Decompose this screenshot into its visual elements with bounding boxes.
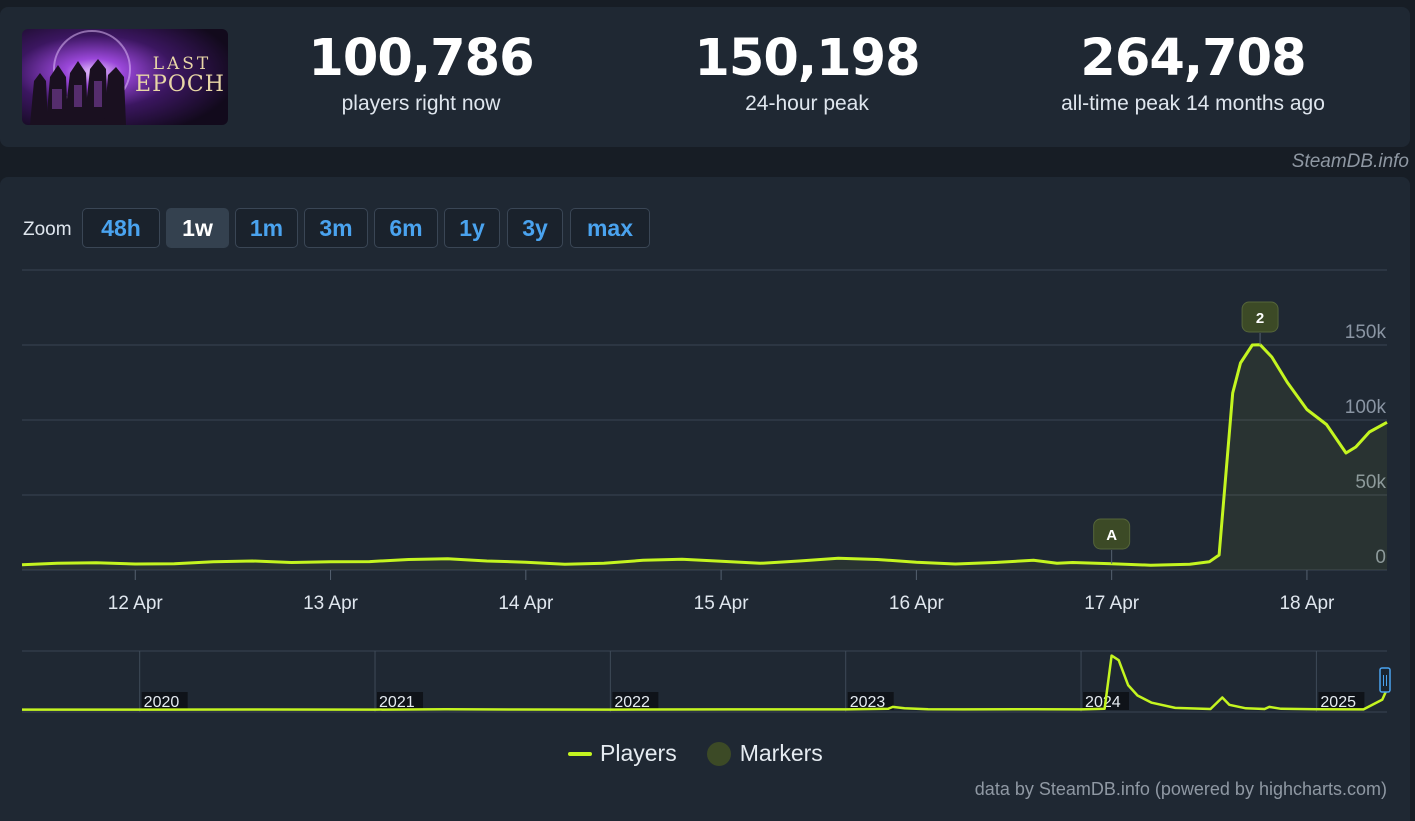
y-tick-label: 0 [1375, 547, 1386, 568]
marker-A-flag [1093, 518, 1131, 550]
stat-current: 100,786 players right now [241, 28, 601, 118]
x-tick-label: 16 Apr [889, 593, 945, 614]
players-line [21, 343, 1388, 567]
zoom-label: Zoom [23, 219, 72, 240]
players-area [22, 344, 1387, 570]
legend-item-markers[interactable]: Markers [706, 740, 823, 767]
x-tick-label: 17 Apr [1084, 593, 1140, 614]
stat-24h-peak-value: 150,198 [694, 29, 920, 88]
navigator-year-label: 2024 [1085, 694, 1121, 711]
stat-all-time-peak-label: all-time peak 14 months ago [1061, 92, 1325, 115]
x-tick-label: 13 Apr [303, 593, 359, 614]
zoom-6m-button[interactable]: 6m [374, 208, 438, 248]
legend-players-label: Players [600, 740, 677, 766]
marker-2-label: 2 [1256, 310, 1264, 327]
navigator-handle[interactable] [1379, 667, 1391, 693]
zoom-1y-button[interactable]: 1y [444, 208, 500, 248]
navigator-year-label: 2023 [850, 694, 886, 711]
navigator-year-label: 2025 [1320, 694, 1356, 711]
navigator-year-bg [612, 692, 659, 710]
zoom-48h-button[interactable]: 48h [82, 208, 160, 248]
banner-art: LAST EPOCH [22, 29, 228, 125]
x-tick-label: 12 Apr [108, 593, 164, 614]
stat-all-time-peak-value: 264,708 [1080, 29, 1306, 88]
navigator-year-bg [1318, 692, 1365, 710]
chart-legend: Players Markers [568, 740, 853, 767]
zoom-max-button[interactable]: max [570, 208, 650, 248]
zoom-3y-button[interactable]: 3y [507, 208, 563, 248]
stat-current-value: 100,786 [308, 29, 534, 88]
navigator-year-bg [847, 692, 894, 710]
stat-all-time-peak: 264,708 all-time peak 14 months ago [1013, 28, 1373, 118]
stats-card [0, 7, 1410, 147]
marker-A-label: A [1106, 527, 1117, 544]
chart-card [0, 177, 1410, 821]
navigator-year-bg [377, 692, 424, 710]
banner-title-line1: LAST [153, 54, 212, 74]
navigator-year-label: 2021 [379, 694, 415, 711]
steamdb-credit[interactable]: SteamDB.info [1291, 151, 1409, 172]
stat-24h-peak: 150,198 24-hour peak [627, 28, 987, 118]
navigator-series-line [22, 654, 1389, 711]
navigator-year-label: 2022 [614, 694, 650, 711]
game-banner-image[interactable]: LAST EPOCH [22, 29, 228, 125]
x-tick-label: 18 Apr [1279, 593, 1335, 614]
legend-item-players[interactable]: Players [568, 740, 677, 767]
legend-players-swatch [568, 751, 592, 756]
marker-2-flag [1241, 301, 1279, 333]
banner-title-line2: EPOCH [135, 72, 225, 97]
zoom-3m-button[interactable]: 3m [304, 208, 368, 248]
y-tick-label: 100k [1345, 397, 1387, 418]
stat-24h-peak-label: 24-hour peak [745, 92, 869, 115]
navigator-year-bg [141, 692, 188, 710]
zoom-1m-button[interactable]: 1m [235, 208, 298, 248]
y-tick-label: 50k [1355, 472, 1386, 493]
highcharts-credit[interactable]: data by SteamDB.info (powered by highcha… [974, 779, 1387, 799]
x-tick-label: 15 Apr [694, 593, 750, 614]
legend-markers-swatch [706, 741, 731, 766]
stat-current-label: players right now [341, 92, 501, 115]
y-tick-label: 150k [1345, 322, 1387, 343]
zoom-1w-button[interactable]: 1w [166, 208, 229, 248]
x-tick-label: 14 Apr [498, 593, 554, 614]
navigator-year-label: 2020 [144, 694, 180, 711]
legend-markers-label: Markers [739, 740, 823, 766]
